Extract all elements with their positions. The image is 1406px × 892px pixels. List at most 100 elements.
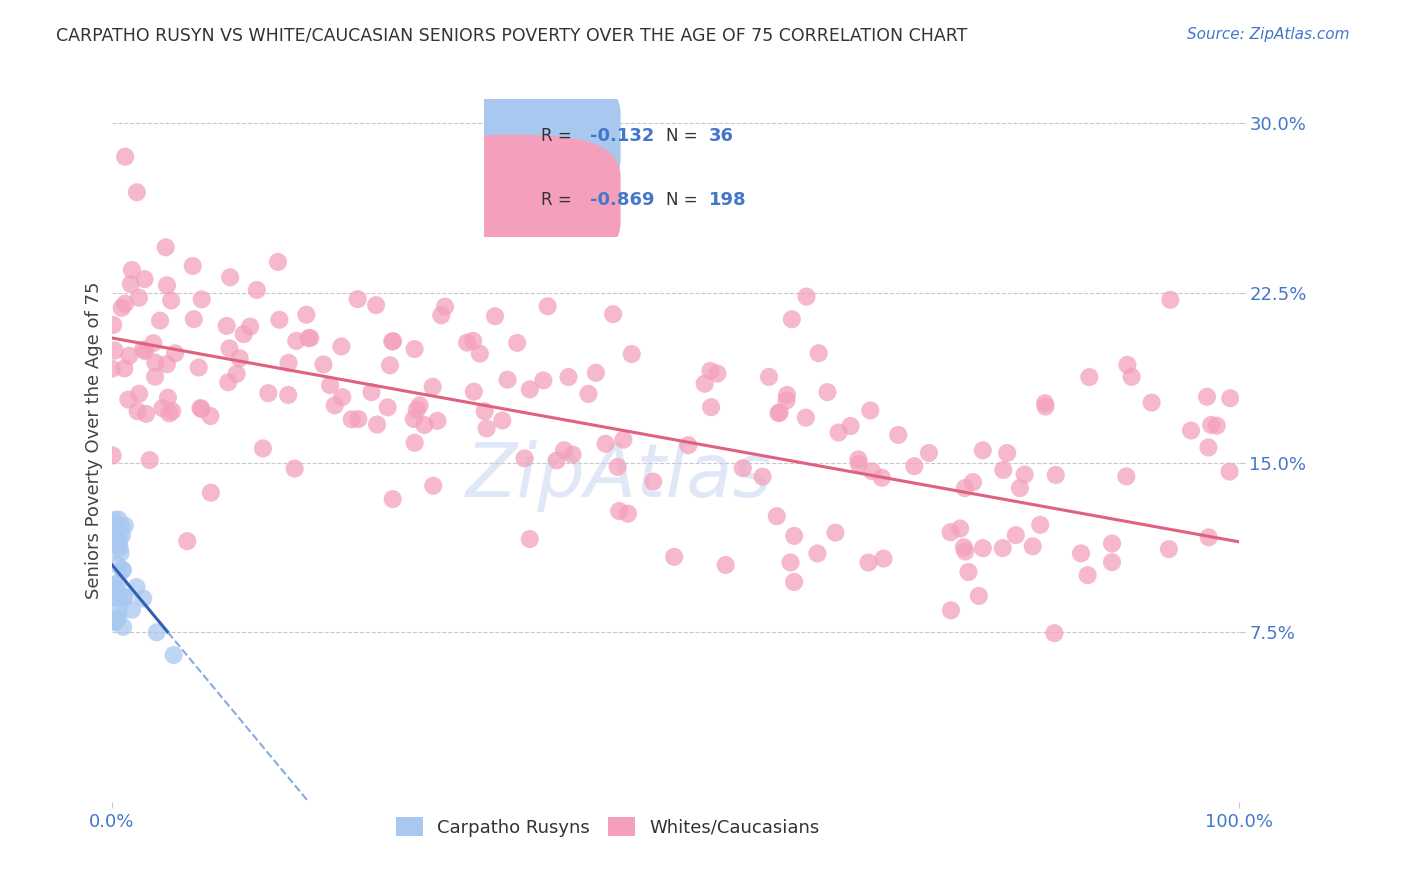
Point [769,405,792,419]
Point [187,360,209,375]
Point [190,293,212,307]
Point [138,453,160,467]
Point [422,479,444,493]
Point [165,346,187,360]
Point [299,331,322,345]
Point [474,404,496,418]
Point [617,507,640,521]
Point [104,343,127,358]
Point [257,386,280,401]
Point [114,150,136,164]
Point [796,289,818,303]
Point [1159,293,1181,307]
Point [949,522,972,536]
Point [225,367,247,381]
Point [779,556,801,570]
Point [758,370,780,384]
Point [377,401,399,415]
Point [595,436,617,450]
Point [108,538,131,552]
Point [783,529,806,543]
Point [381,334,404,349]
Point [105,522,128,536]
Point [870,471,893,485]
Point [806,546,828,560]
Point [111,563,134,577]
Point [132,343,155,357]
Point [1115,469,1137,483]
Point [506,335,529,350]
Point [346,292,368,306]
Point [426,414,449,428]
Point [156,391,179,405]
Legend: Carpatho Rusyns, Whites/Caucasians: Carpatho Rusyns, Whites/Caucasians [388,810,827,844]
Point [143,355,166,369]
Point [1014,467,1036,482]
Point [200,485,222,500]
Point [519,383,541,397]
Point [104,535,127,549]
Point [1219,391,1241,405]
Point [484,309,506,323]
Point [232,327,254,342]
Point [643,475,665,489]
Point [1197,390,1219,404]
Point [246,283,269,297]
Point [382,334,405,348]
Point [366,417,388,432]
Point [103,578,125,592]
Point [156,278,179,293]
Point [939,603,962,617]
Point [101,361,124,376]
Point [190,402,212,417]
Point [134,272,156,286]
Point [181,259,204,273]
Point [1205,418,1227,433]
Point [277,388,299,402]
Point [872,551,894,566]
Point [859,403,882,417]
Point [104,614,127,628]
Point [561,448,583,462]
Point [360,385,382,400]
Point [190,401,212,415]
Point [149,313,172,327]
Point [323,398,346,412]
Point [114,591,136,605]
Point [827,425,849,440]
Point [612,433,634,447]
Point [183,312,205,326]
Point [103,524,125,538]
Point [1198,530,1220,544]
Point [953,541,976,555]
Point [112,620,135,634]
Text: ZipAtlas: ZipAtlas [465,440,772,512]
Point [1157,542,1180,557]
Point [120,277,142,291]
Point [620,347,643,361]
Point [706,367,728,381]
Point [972,541,994,556]
Point [408,399,430,413]
Point [953,481,976,495]
Point [664,549,686,564]
Point [1197,441,1219,455]
Point [340,412,363,426]
Point [118,349,141,363]
Point [319,378,342,392]
Point [228,351,250,366]
Point [1199,417,1222,432]
Point [101,449,124,463]
Point [1140,395,1163,409]
Point [848,452,870,467]
Point [585,366,607,380]
Point [105,613,128,627]
Point [121,263,143,277]
Point [903,459,925,474]
Point [142,336,165,351]
Point [991,541,1014,556]
Point [215,318,238,333]
Point [519,532,541,546]
Point [156,357,179,371]
Point [557,370,579,384]
